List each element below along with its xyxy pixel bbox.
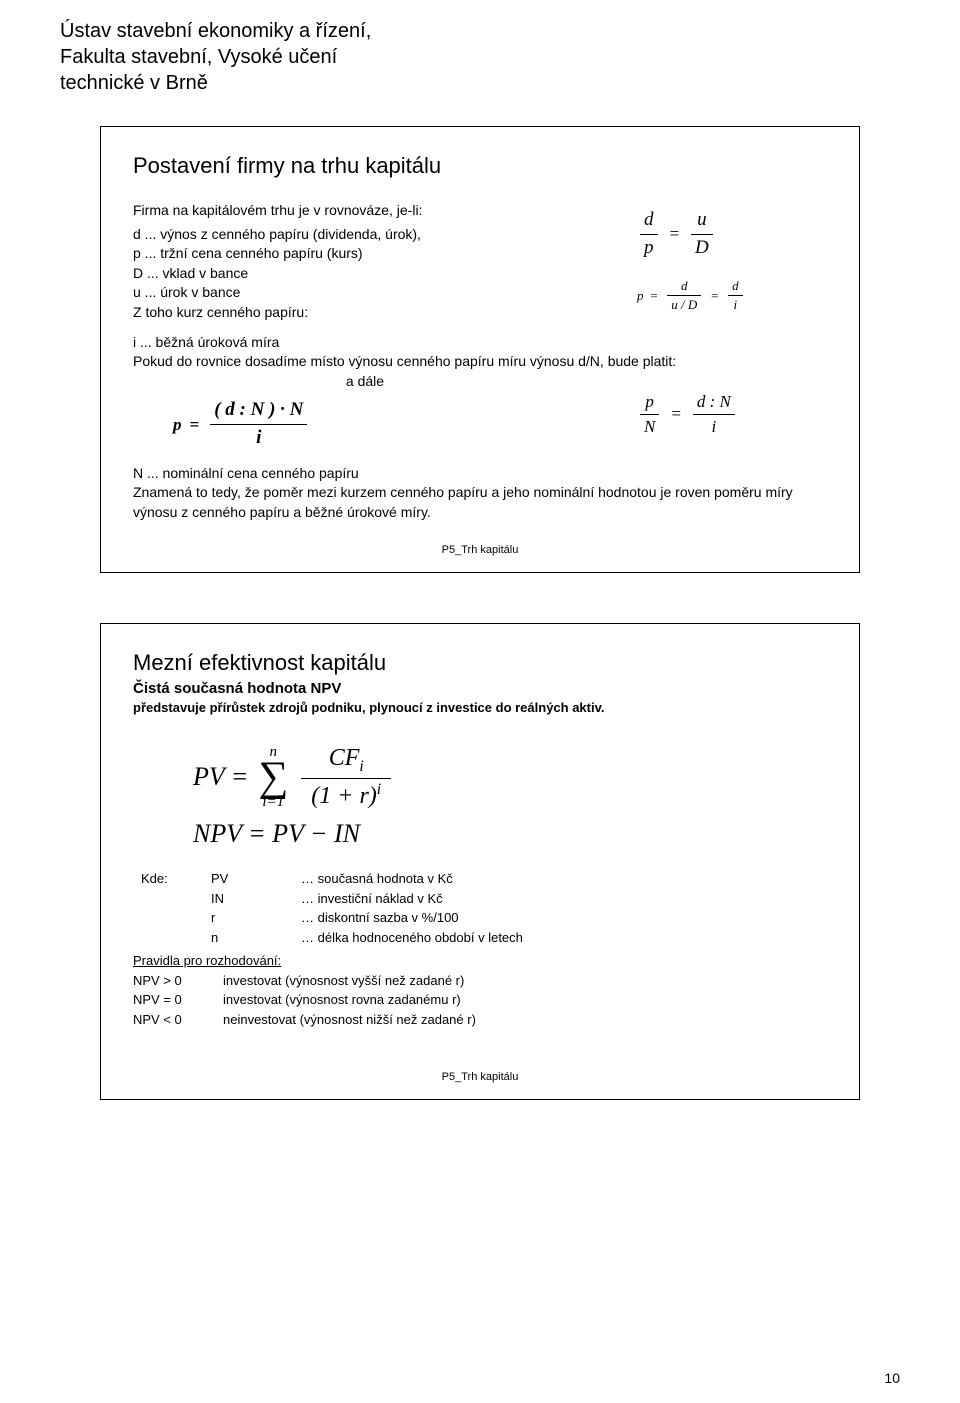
header-line-3: technické v Brně	[60, 70, 960, 96]
eq4-rhs-den: i	[693, 414, 735, 439]
sum-bot: i=1	[262, 794, 284, 811]
rules-title: Pravidla pro rozhodování:	[133, 951, 827, 971]
header-line-1: Ústav stavební ekonomiky a řízení,	[60, 18, 960, 44]
eq2-f2-num: d	[728, 277, 743, 295]
page-number: 10	[884, 1370, 900, 1386]
def-u: u ... úrok v bance	[133, 283, 597, 303]
pv-lhs: PV	[193, 762, 225, 792]
header-line-2: Fakulta stavební, Vysoké učení	[60, 44, 960, 70]
eq2-f1-den: u / D	[667, 295, 701, 314]
eq1-rhs-den: D	[691, 234, 713, 262]
pv-eq: =	[231, 762, 249, 792]
eq2-eq2: =	[710, 287, 719, 305]
def-z: Z toho kurz cenného papíru:	[133, 303, 597, 323]
definitions-block: Kde: PV … současná hodnota v Kč IN … inv…	[141, 869, 827, 947]
npv-formula: NPV = PV − IN	[193, 819, 827, 849]
rule-lt-cond: NPV < 0	[133, 1010, 223, 1030]
slide-1: Postavení firmy na trhu kapitálu Firma n…	[100, 126, 860, 573]
slide1-title: Postavení firmy na trhu kapitálu	[133, 153, 827, 179]
n-def-line: N ... nominální cena cenného papíru	[133, 464, 827, 484]
def-n-txt: … délka hodnoceného období v letech	[301, 928, 523, 948]
slide2-title: Mezní efektivnost kapitálu	[133, 650, 827, 676]
eq4-lhs-den: N	[640, 414, 659, 439]
i-def-line: i ... běžná úroková míra	[133, 333, 827, 353]
eq3-num: ( d : N ) · N	[210, 397, 307, 424]
eq1-equals: =	[669, 222, 680, 246]
def-D: D ... vklad v bance	[133, 264, 597, 284]
eq3-den: i	[210, 424, 307, 452]
pv-formula: PV = n ∑ i=1 CFi (1 + r)i	[193, 744, 827, 812]
equation-4: p N = d : N i	[637, 390, 827, 439]
rule-gt-txt: investovat (výnosnost vyšší než zadané r…	[223, 971, 464, 991]
eq4-eq: =	[670, 402, 681, 426]
def-pv-txt: … současná hodnota v Kč	[301, 869, 453, 889]
def-in-var: IN	[211, 889, 301, 909]
eq1-lhs-den: p	[640, 234, 658, 262]
rule-lt-txt: neinvestovat (výnosnost nižší než zadané…	[223, 1010, 476, 1030]
def-r-var: r	[211, 908, 301, 928]
def-d: d ... výnos z cenného papíru (dividenda,…	[133, 225, 597, 245]
equation-3: p = ( d : N ) · N i	[173, 397, 597, 451]
eq4-lhs-num: p	[640, 390, 659, 414]
eq3-eq: =	[190, 413, 200, 437]
a-dale: a dále	[133, 372, 597, 392]
sigma-icon: n ∑ i=1	[258, 744, 288, 812]
rules-block: Pravidla pro rozhodování: NPV > 0 invest…	[133, 951, 827, 1029]
def-r-txt: … diskontní sazba v %/100	[301, 908, 459, 928]
slide2-subtext: představuje přírůstek zdrojů podniku, pl…	[133, 699, 827, 717]
eq4-rhs-num: d : N	[693, 390, 735, 414]
rule-gt-cond: NPV > 0	[133, 971, 223, 991]
slide1-footer: P5_Trh kapitálu	[101, 544, 859, 556]
n-text: Znamená to tedy, že poměr mezi kurzem ce…	[133, 483, 827, 522]
kde-label: Kde:	[141, 869, 211, 889]
def-pv-var: PV	[211, 869, 301, 889]
eq2-f2-den: i	[728, 295, 743, 314]
slide2-subtitle: Čistá současná hodnota NPV	[133, 680, 827, 697]
slide-2: Mezní efektivnost kapitálu Čistá současn…	[100, 623, 860, 1100]
page-header: Ústav stavební ekonomiky a řízení, Fakul…	[0, 0, 960, 96]
equation-2: p = d u / D = d i	[637, 277, 827, 314]
pv-fraction: CFi (1 + r)i	[301, 745, 391, 810]
def-in-txt: … investiční náklad v Kč	[301, 889, 443, 909]
i-text: Pokud do rovnice dosadíme místo výnosu c…	[133, 352, 827, 372]
eq1-rhs-num: u	[691, 207, 713, 234]
eq2-p: p	[637, 287, 644, 305]
equation-1: d p = u D	[637, 207, 827, 261]
eq2-eq1: =	[650, 287, 659, 305]
rule-eq-txt: investovat (výnosnost rovna zadanému r)	[223, 990, 461, 1010]
rule-eq-cond: NPV = 0	[133, 990, 223, 1010]
def-p: p ... tržní cena cenného papíru (kurs)	[133, 244, 597, 264]
eq1-lhs-num: d	[640, 207, 658, 234]
slide2-footer: P5_Trh kapitálu	[101, 1071, 859, 1083]
def-n-var: n	[211, 928, 301, 948]
slide1-intro: Firma na kapitálovém trhu je v rovnováze…	[133, 201, 597, 221]
eq2-f1-num: d	[667, 277, 701, 295]
eq3-p: p	[173, 413, 182, 437]
